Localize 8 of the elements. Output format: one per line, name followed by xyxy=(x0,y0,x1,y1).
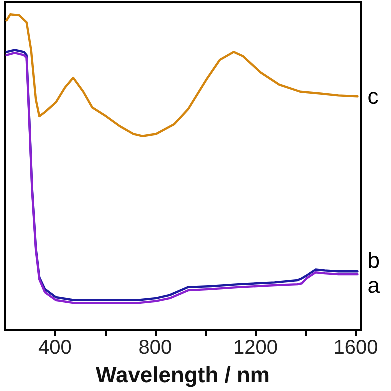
x-tick-label: 1600 xyxy=(334,337,378,359)
x-tick-label: 1200 xyxy=(233,337,278,359)
x-axis-title: Wavelength / nm xyxy=(96,362,270,388)
series-label: b xyxy=(368,248,380,274)
series-label: c xyxy=(368,84,379,110)
x-tick-label: 800 xyxy=(138,337,172,359)
x-tick-label: 400 xyxy=(38,337,72,359)
series-label: a xyxy=(368,272,381,298)
